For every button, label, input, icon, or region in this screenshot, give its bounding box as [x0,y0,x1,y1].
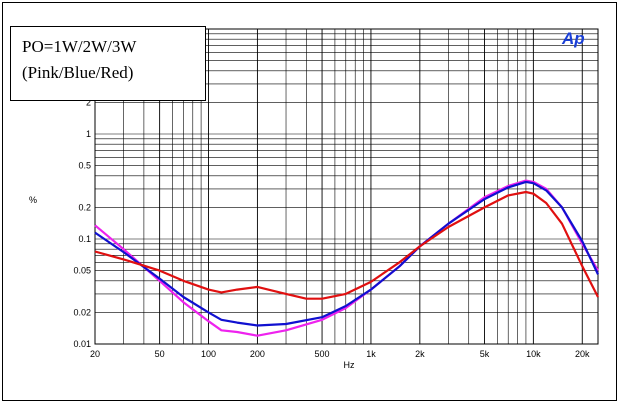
y-tick-labels: 0.01 0.02 0.05 0.1 0.2 0.5 1 2 [73,97,91,349]
x-tick-label: 200 [250,349,265,359]
x-tick-label: 100 [201,349,216,359]
x-tick-label: 10k [526,349,541,359]
y-tick-label: 0.1 [78,234,91,244]
series-line-2 [94,190,599,300]
legend-box: PO=1W/2W/3W (Pink/Blue/Red) [10,26,206,101]
y-tick-label: 0.2 [78,202,91,212]
x-tick-label: 50 [155,349,165,359]
x-tick-label: 2k [415,349,425,359]
x-tick-label: 500 [315,349,330,359]
y-tick-label: 0.05 [73,266,91,276]
x-tick-label: 1k [366,349,376,359]
y-tick-label: 2 [86,97,91,107]
x-axis-label: Hz [344,360,355,370]
y-tick-label: 0.5 [78,161,91,171]
x-tick-label: 20 [90,349,100,359]
series-line-1 [94,180,599,327]
legend-line-colors: (Pink/Blue/Red) [22,63,134,82]
series-lines [94,179,599,337]
y-tick-label: 0.02 [73,307,91,317]
y-axis-label: % [29,195,37,205]
grid [94,28,599,345]
y-tick-label: 0.01 [73,339,91,349]
y-tick-label: 1 [86,129,91,139]
x-tick-label: 5k [480,349,490,359]
x-tick-label: 20k [575,349,590,359]
plot-border [94,28,599,345]
x-tick-labels: 20 50 100 200 500 1k 2k 5k 10k 20k [90,349,590,359]
ap-logo: Ap [561,29,585,48]
legend-line-power: PO=1W/2W/3W [22,37,137,56]
